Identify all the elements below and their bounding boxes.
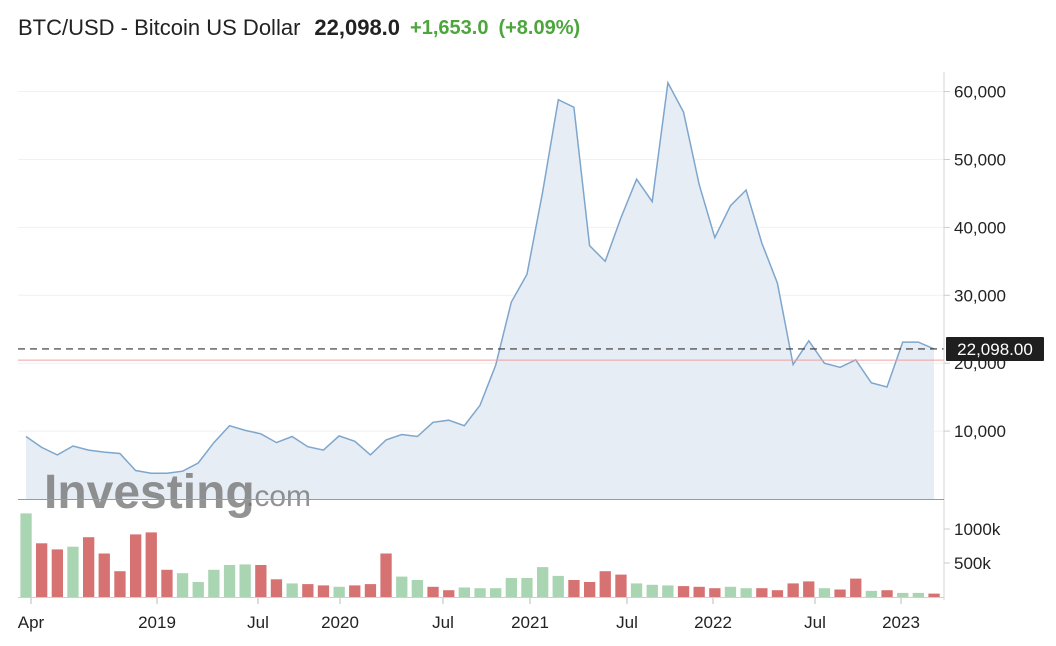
current-price-tag-label: 22,098.00 [957,340,1033,359]
volume-bar [255,565,267,597]
time-tick-label: 2020 [321,613,359,632]
time-axis-labels: Apr 2019 Jul 2020 Jul 2021 Jul 2022 Jul 2023 [18,598,920,632]
volume-bar [396,576,408,597]
volume-bar [51,549,63,597]
volume-bar [176,573,189,597]
time-tick-label: Jul [247,613,269,632]
investing-watermark: Investing .com [44,466,311,519]
volume-bar [317,585,330,597]
time-tick-label: Jul [616,613,638,632]
volume-bar [599,571,611,597]
price-area-layer [25,80,935,500]
volume-bar [834,589,846,597]
volume-bar [474,588,486,597]
volume-bar [380,553,392,597]
volume-bar [192,582,204,597]
chart-axes [18,72,945,600]
time-tick-label: Apr [18,613,45,632]
volume-bar [662,585,674,597]
price-change: +1,653.0 [410,16,489,39]
volume-tick-label: 1000k [954,520,1001,539]
volume-bar [584,582,596,597]
volume-bar [521,578,533,597]
volume-bar [145,532,157,597]
volume-bars [20,513,940,597]
volume-bar [709,588,721,597]
volume-bar [552,575,564,597]
price-reference-lines [18,348,944,361]
time-tick-label: 2019 [138,613,176,632]
price-tick-label: 10,000 [954,422,1006,441]
time-tick-label: 2021 [511,613,549,632]
volume-bar [646,584,658,597]
price-tick-label: 60,000 [954,83,1006,102]
volume-bar [740,588,752,597]
volume-bar [130,534,142,597]
volume-bar [787,583,799,597]
volume-bar [897,592,909,597]
volume-bar [912,592,924,597]
volume-bar [693,586,705,597]
volume-bar [333,586,345,597]
volume-bar [490,588,502,597]
volume-bar [20,513,32,597]
volume-bar [505,578,517,597]
volume-bar [161,569,173,597]
volume-bar [458,587,470,597]
instrument-title: BTC/USD - Bitcoin US Dollar [18,15,301,40]
volume-bar [443,590,455,597]
volume-bar [208,569,220,597]
volume-bar [724,586,737,597]
volume-bar [36,543,48,597]
volume-bar [771,590,784,597]
volume-bar [928,593,940,597]
time-tick-label: Jul [432,613,454,632]
volume-bar [302,584,314,597]
volume-bar [114,571,126,597]
volume-bar [239,564,251,597]
price-area-fill [26,82,934,500]
current-price-tag-bg [946,336,1044,361]
volume-bar [83,537,95,597]
volume-bar [850,578,862,597]
volume-bar [865,590,877,597]
current-price-tag: 22,098.00 [946,336,1044,361]
volume-bar [803,581,815,597]
volume-bar [818,588,831,597]
volume-bar [223,565,236,597]
volume-bar [630,583,643,597]
price-change-percent: (+8.09%) [498,16,581,39]
watermark-brand: Investing [44,466,255,519]
time-tick-label: 2022 [694,613,732,632]
volume-bar [537,567,549,597]
volume-bar [270,579,283,597]
volume-bar [427,586,439,597]
volume-bar [286,583,298,597]
volume-tick-label: 500k [954,554,991,573]
price-tick-label: 30,000 [954,286,1006,305]
watermark-suffix: .com [246,480,311,513]
price-tick-label: 50,000 [954,150,1006,169]
time-tick-label: Jul [804,613,826,632]
price-tick-label: 40,000 [954,218,1006,237]
chart-header: BTC/USD - Bitcoin US Dollar 22,098.0 +1,… [18,12,580,44]
volume-bar [98,553,110,597]
time-tick-label: 2023 [882,613,920,632]
volume-bar [615,574,627,597]
volume-bar [677,586,690,597]
volume-bar [67,546,79,597]
last-price: 22,098.0 [314,15,401,40]
price-line [25,80,935,474]
volume-bar [881,590,893,597]
volume-axis-labels: 500k 1000k [944,520,1001,573]
volume-bar [349,585,361,597]
volume-bar [364,584,377,597]
volume-bar [411,580,423,597]
volume-bar [756,588,768,597]
volume-bar [568,580,580,597]
